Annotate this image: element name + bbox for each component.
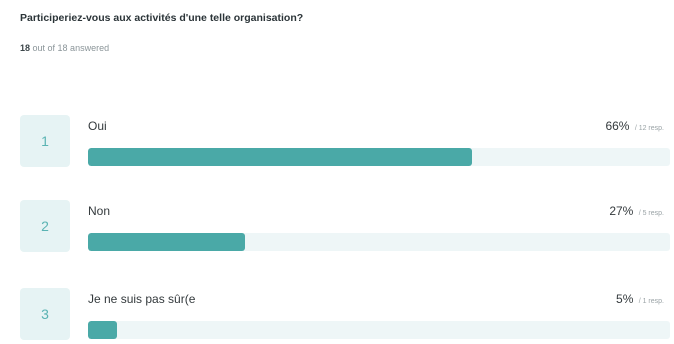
answered-suffix: out of 18 answered — [32, 43, 110, 53]
answered-count: 18 — [20, 43, 31, 53]
option-label: Oui — [88, 119, 107, 133]
option-bar-fill — [88, 148, 473, 166]
option-label: Je ne suis pas sûr(e — [88, 292, 196, 306]
option-bar-track — [88, 148, 670, 166]
option-index: 1 — [20, 115, 70, 167]
option-stats: 66% / 12 resp. — [605, 119, 664, 133]
answer-option-3: 3 Je ne suis pas sûr(e 5% / 1 resp. — [20, 288, 670, 340]
option-bar-fill — [88, 233, 246, 251]
option-stats: 5% / 1 resp. — [616, 292, 664, 306]
option-percent: 5% — [616, 292, 634, 306]
question-title: Participeriez-vous aux activités d'une t… — [20, 12, 304, 24]
option-responses: / 5 resp. — [638, 210, 664, 217]
option-stats: 27% / 5 resp. — [609, 204, 664, 218]
option-percent: 66% — [605, 119, 630, 133]
option-bar-track — [88, 233, 670, 251]
option-responses: / 12 resp. — [634, 125, 664, 132]
option-index: 3 — [20, 288, 70, 340]
answer-option-1: 1 Oui 66% / 12 resp. — [20, 115, 670, 167]
option-bar-track — [88, 321, 670, 339]
answered-summary: 18 out of 18 answered — [20, 43, 109, 53]
option-percent: 27% — [609, 204, 634, 218]
option-index: 2 — [20, 200, 70, 252]
option-label: Non — [88, 204, 111, 218]
option-responses: / 1 resp. — [638, 298, 664, 305]
answer-option-2: 2 Non 27% / 5 resp. — [20, 200, 670, 252]
option-bar-fill — [88, 321, 118, 339]
